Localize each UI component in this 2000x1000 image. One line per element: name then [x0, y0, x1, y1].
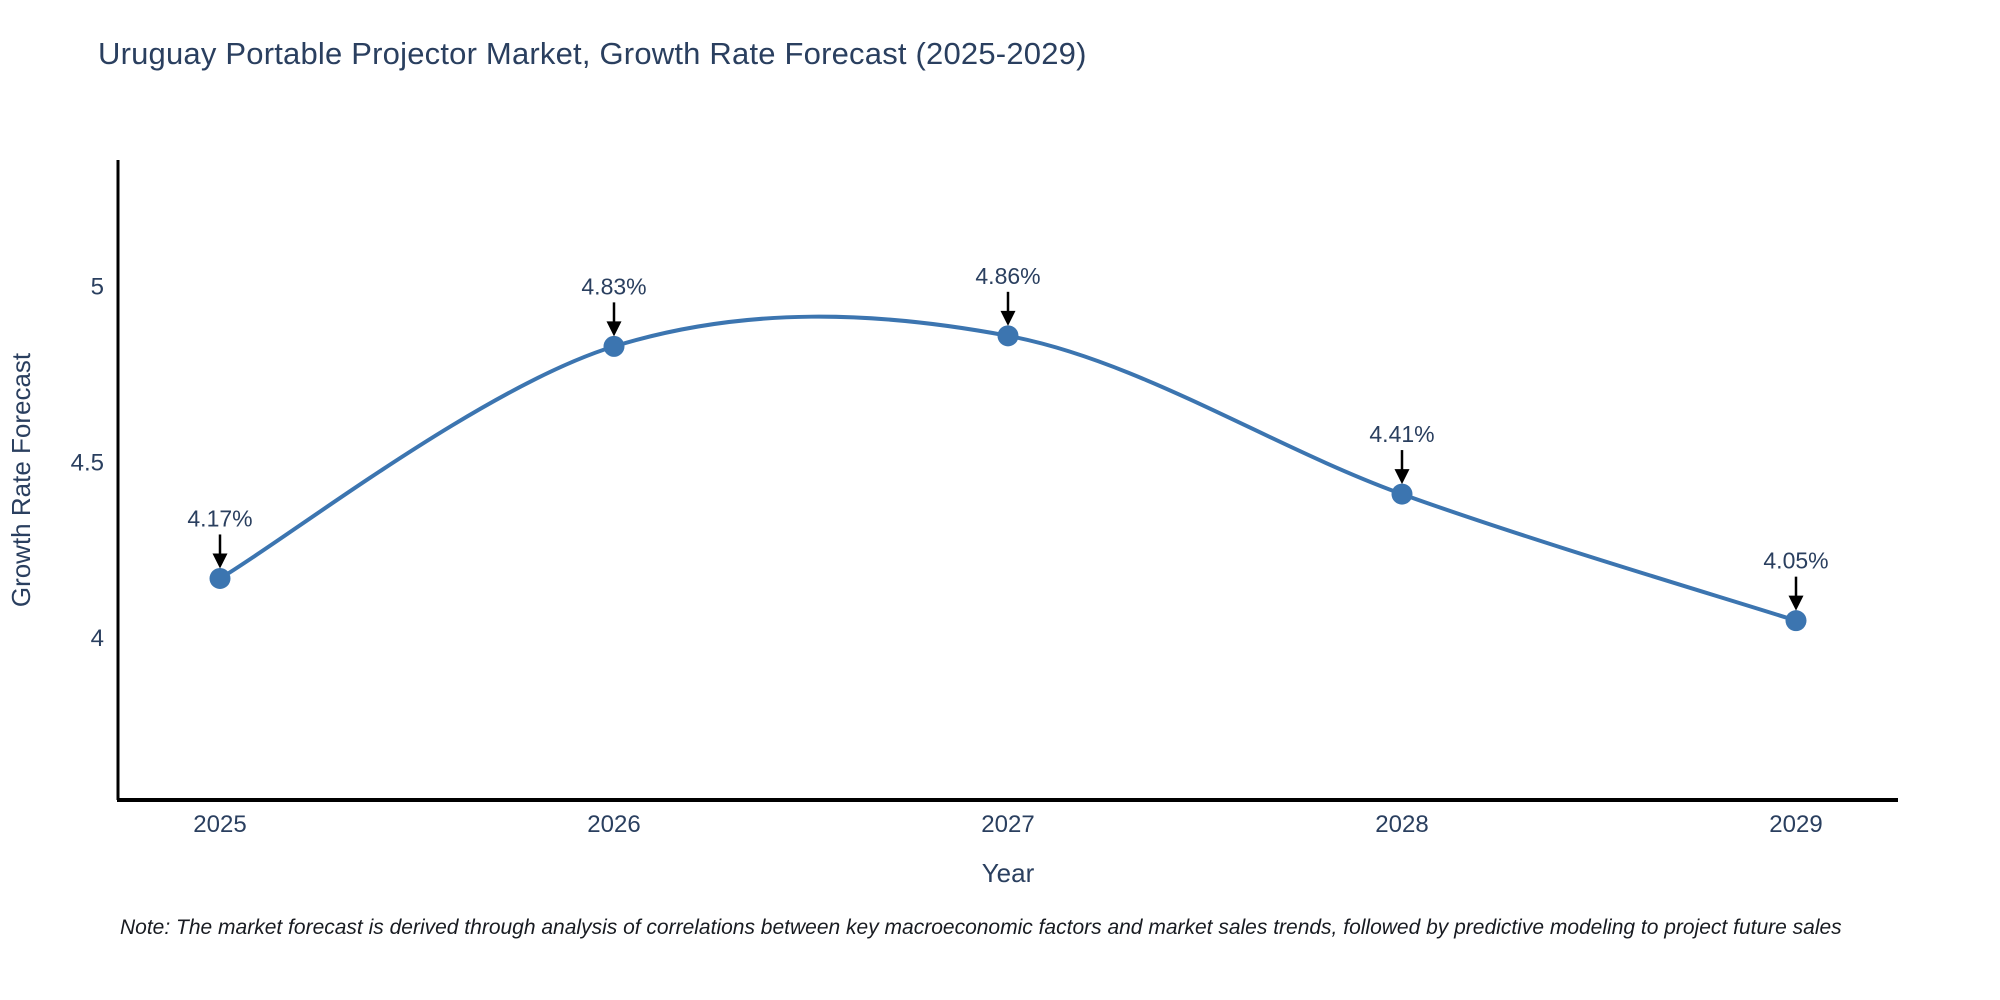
forecast-line-path: [218, 314, 1798, 623]
x-tick-label: 2029: [1769, 811, 1822, 838]
annotation-label: 4.86%: [975, 263, 1040, 289]
annotation-arrowhead: [1788, 595, 1804, 611]
x-tick-label: 2028: [1375, 811, 1428, 838]
y-axis-title: Growth Rate Forecast: [6, 352, 36, 607]
y-tick-label: 4: [91, 625, 104, 652]
x-tick-label: 2027: [981, 811, 1034, 838]
data-point-marker-2027: [997, 325, 1019, 347]
annotation-arrowhead: [212, 553, 228, 569]
y-tick-label: 5: [91, 274, 104, 301]
annotation-label: 4.41%: [1369, 421, 1434, 447]
annotation-label: 4.17%: [187, 505, 252, 531]
annotation-arrowhead: [606, 321, 622, 337]
annotation-arrowhead: [1000, 310, 1016, 326]
annotation-label: 4.83%: [581, 273, 646, 299]
annotation-arrowhead: [1394, 469, 1410, 485]
chart-footnote: Note: The market forecast is derived thr…: [120, 916, 1842, 939]
y-tick-label: 4.5: [71, 449, 104, 476]
x-axis-title: Year: [982, 858, 1035, 888]
annotation-label: 4.05%: [1763, 548, 1828, 574]
x-tick-label: 2025: [193, 811, 246, 838]
data-point-marker-2028: [1391, 483, 1413, 505]
data-point-marker-2029: [1785, 610, 1807, 632]
data-point-marker-2026: [603, 335, 625, 357]
chart-title: Uruguay Portable Projector Market, Growt…: [98, 36, 1087, 71]
x-tick-label: 2026: [587, 811, 640, 838]
data-point-marker-2025: [209, 567, 231, 589]
